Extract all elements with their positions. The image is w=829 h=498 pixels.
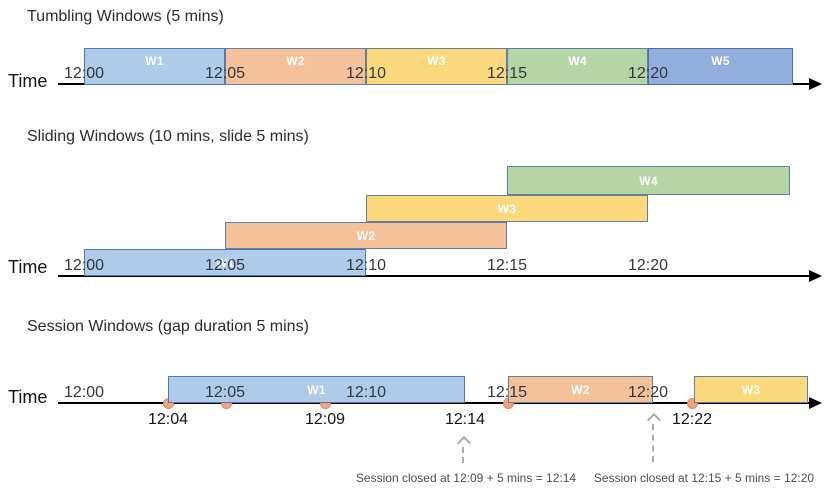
tick-label: 12:00 [63, 65, 105, 82]
tick-label: 12:20 [627, 65, 669, 82]
time-axis-sliding [58, 275, 810, 277]
tick-label: 12:10 [345, 65, 387, 82]
window-box-w2: W2 [508, 376, 653, 403]
tick-label: 12:15 [486, 65, 528, 82]
window-box-w1: W1 [84, 48, 225, 85]
window-box-w4: W4 [507, 166, 790, 195]
window-label: W2 [571, 382, 590, 397]
window-label: W2 [356, 228, 376, 243]
tick-label: 12:00 [63, 384, 105, 401]
window-box-w1: W1 [84, 249, 366, 276]
window-label: W3 [497, 201, 517, 216]
tick-label: 12:10 [345, 257, 387, 274]
window-label: W4 [639, 173, 658, 188]
section-title-session: Session Windows (gap duration 5 mins) [27, 318, 309, 335]
window-box-w3: W3 [366, 195, 648, 222]
tick-label: 12:05 [204, 257, 246, 274]
tick-label: 12:05 [204, 65, 246, 82]
event-time-label: 12:22 [671, 411, 713, 428]
session-close-arrow-icon [456, 435, 472, 451]
tick-label: 12:20 [627, 257, 669, 274]
window-box-w4: W4 [507, 48, 648, 85]
axis-arrow-icon [809, 270, 822, 282]
axis-arrow-icon [809, 78, 822, 90]
window-label: W5 [711, 54, 730, 68]
session-close-arrow-line [652, 424, 654, 462]
window-box-w5: W5 [648, 48, 793, 85]
session-close-arrow-line [462, 447, 464, 463]
window-box-w1: W1 [168, 376, 465, 403]
axis-arrow-icon [809, 397, 822, 409]
section-title-tumbling: Tumbling Windows (5 mins) [27, 8, 224, 25]
event-time-label: 12:14 [444, 411, 486, 428]
window-label: W3 [427, 54, 446, 68]
axis-caption-sliding: Time [8, 257, 48, 277]
axis-caption-session: Time [8, 387, 48, 407]
event-time-label: 12:09 [304, 411, 346, 428]
tick-label: 12:10 [345, 384, 387, 401]
event-dot [686, 397, 698, 409]
window-box-w3: W3 [694, 376, 808, 403]
window-box-w3: W3 [366, 48, 507, 85]
window-label: W1 [145, 54, 164, 68]
section-title-sliding: Sliding Windows (10 mins, slide 5 mins) [27, 128, 309, 145]
tick-label: 12:20 [627, 384, 669, 401]
annotation-session-closed-2: Session closed at 12:15 + 5 mins = 12:20 [593, 471, 815, 485]
window-label: W3 [741, 382, 761, 397]
window-label: W4 [568, 54, 587, 68]
window-label: W2 [286, 54, 305, 68]
event-time-label: 12:04 [147, 411, 189, 428]
window-label: W1 [215, 255, 235, 270]
tick-label: 12:00 [63, 257, 105, 274]
tick-label: 12:15 [486, 384, 528, 401]
tick-label: 12:15 [486, 257, 528, 274]
axis-caption-tumbling: Time [8, 71, 48, 91]
tick-label: 12:05 [204, 384, 246, 401]
time-axis-session [58, 402, 810, 404]
window-label: W1 [307, 382, 326, 397]
annotation-session-closed-1: Session closed at 12:09 + 5 mins = 12:14 [355, 471, 577, 485]
window-box-w2: W2 [225, 222, 507, 249]
window-box-w2: W2 [225, 48, 366, 85]
